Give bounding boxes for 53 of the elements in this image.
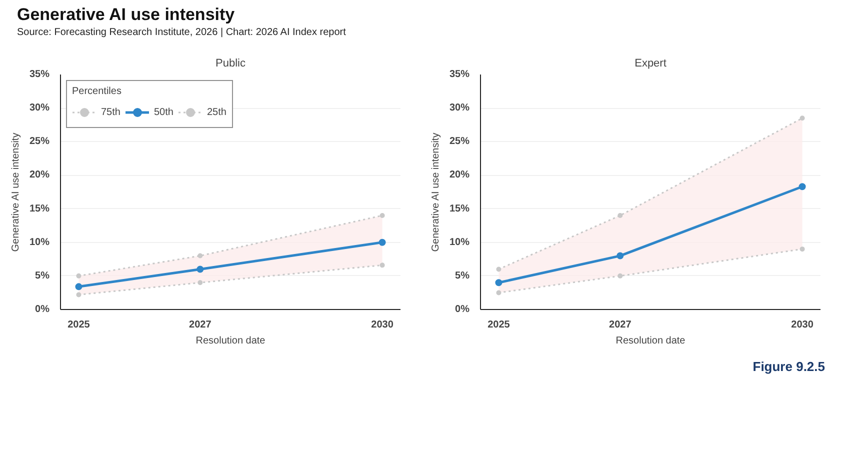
point bbox=[76, 273, 82, 278]
point bbox=[380, 262, 385, 268]
point bbox=[196, 266, 204, 273]
chart-subtitle: Source: Forecasting Research Institute, 2026 | Chart: 2026 AI Index report bbox=[17, 27, 346, 38]
point bbox=[618, 213, 623, 218]
point bbox=[198, 280, 203, 286]
x-tick-label: 2027 bbox=[609, 320, 632, 330]
text: Public bbox=[216, 58, 246, 70]
point bbox=[76, 292, 82, 298]
point bbox=[616, 252, 624, 260]
y-tick-label: 20% bbox=[449, 170, 470, 181]
point bbox=[380, 213, 385, 218]
point bbox=[75, 283, 82, 290]
point bbox=[496, 290, 502, 296]
y-tick-label: 20% bbox=[29, 170, 50, 181]
point bbox=[800, 246, 805, 252]
point bbox=[800, 116, 805, 121]
y-tick-label: 10% bbox=[29, 236, 50, 248]
x-tick-label: 2025 bbox=[68, 320, 90, 330]
y-tick-label: 15% bbox=[29, 203, 50, 214]
y-tick-label: 25% bbox=[29, 136, 50, 148]
y-tick-label: 35% bbox=[449, 69, 470, 80]
x-tick-label: 2030 bbox=[371, 320, 394, 330]
chart-title: Expert bbox=[634, 58, 666, 70]
point bbox=[496, 266, 502, 272]
caption: Figure 9.2.5 bbox=[752, 359, 825, 374]
legend-label: 50th bbox=[154, 106, 174, 118]
y-tick-label: 10% bbox=[449, 236, 470, 248]
y-tick-label: 0% bbox=[35, 304, 50, 315]
point bbox=[495, 279, 502, 286]
legend-title: Percentiles bbox=[72, 86, 122, 97]
legend-label: 25th bbox=[207, 106, 227, 118]
y-tick-label: 0% bbox=[455, 304, 470, 315]
y-tick-label: 25% bbox=[449, 136, 470, 148]
y-tick-label: 5% bbox=[455, 270, 470, 282]
x-tick-label: 2025 bbox=[488, 320, 510, 330]
x-tick-label: 2027 bbox=[189, 320, 212, 330]
y-axis-title: Generative AI use intensity bbox=[10, 132, 22, 252]
x-axis-title: Resolution date bbox=[616, 336, 686, 346]
legend-label: 75th bbox=[101, 106, 121, 118]
y-axis-title: Generative AI use intensity bbox=[430, 132, 442, 252]
y-tick-label: 5% bbox=[35, 270, 50, 282]
point bbox=[378, 238, 386, 246]
point bbox=[198, 253, 203, 258]
x-axis-title: Resolution date bbox=[196, 336, 266, 346]
x-tick-label: 2030 bbox=[791, 320, 814, 330]
y-tick-label: 15% bbox=[449, 203, 470, 214]
point bbox=[618, 273, 623, 278]
y-tick-label: 30% bbox=[29, 102, 50, 114]
chart-title: Generative AI use intensity bbox=[17, 5, 236, 25]
y-tick-label: 35% bbox=[29, 69, 50, 80]
point bbox=[798, 183, 806, 190]
y-tick-label: 30% bbox=[449, 102, 470, 114]
